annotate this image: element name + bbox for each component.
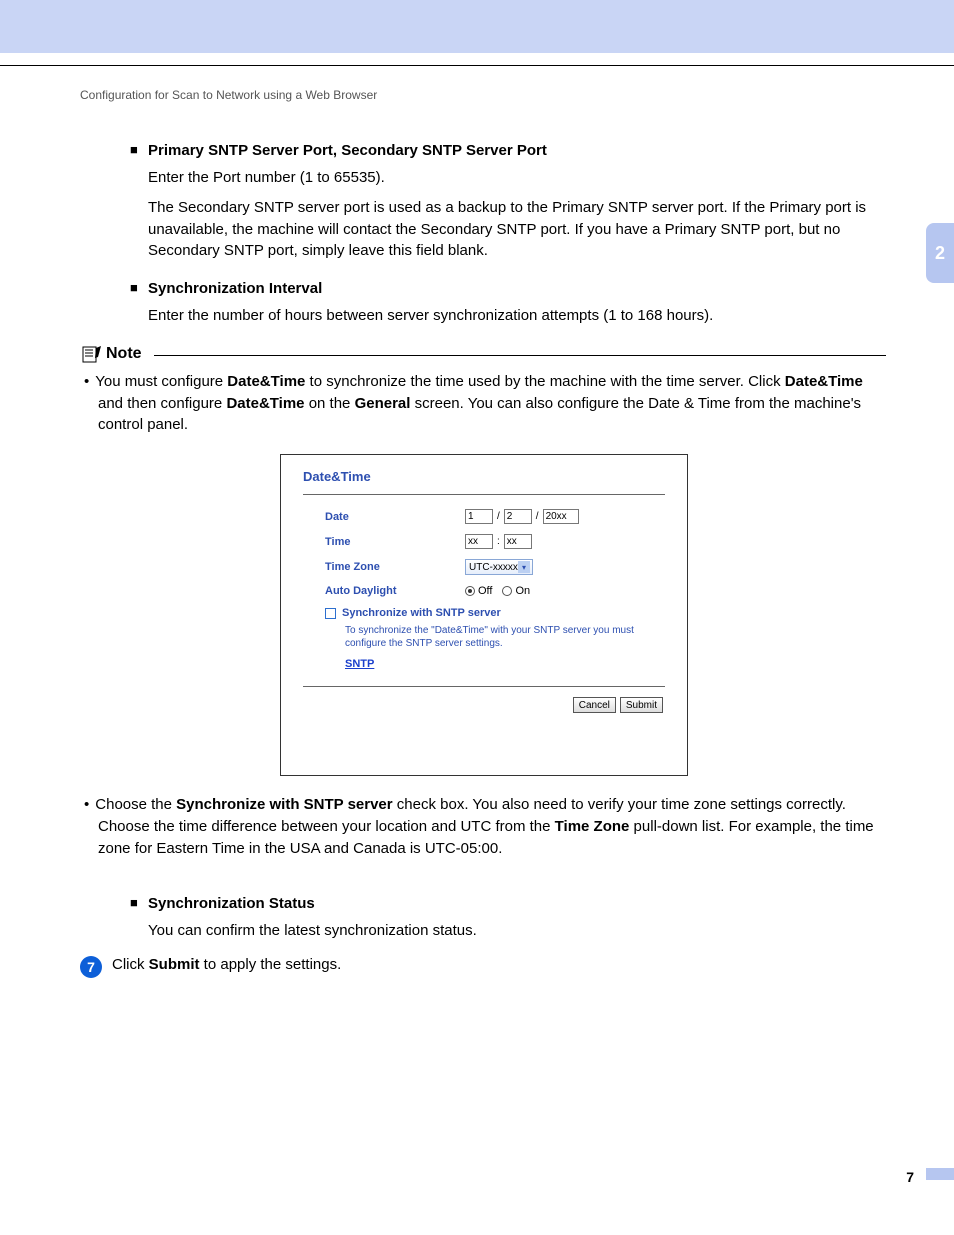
sync-status-desc: You can confirm the latest synchronizati…: [148, 920, 886, 942]
top-banner: [0, 0, 954, 53]
square-bullet-icon: ■: [130, 895, 138, 910]
daylight-on-radio[interactable]: [502, 586, 512, 596]
daylight-label: Auto Daylight: [325, 585, 465, 597]
sntp-link[interactable]: SNTP: [345, 658, 374, 670]
cancel-button[interactable]: Cancel: [573, 697, 616, 713]
port-desc-1: Enter the Port number (1 to 65535).: [148, 167, 886, 189]
time-sep: :: [497, 536, 500, 547]
section-title-sync-interval: ■ Synchronization Interval: [130, 280, 886, 297]
sync-subtext: To synchronize the "Date&Time" with your…: [303, 624, 665, 650]
timezone-value: UTC-xxxxx: [469, 562, 518, 573]
sync-interval-desc: Enter the number of hours between server…: [148, 305, 886, 327]
chevron-down-icon: ▾: [518, 561, 530, 573]
breadcrumb: Configuration for Scan to Network using …: [80, 88, 886, 102]
sync-sntp-label: Synchronize with SNTP server: [342, 607, 501, 619]
date-year-input[interactable]: [543, 509, 579, 524]
time-min-input[interactable]: [504, 534, 532, 549]
square-bullet-icon: ■: [130, 142, 138, 157]
date-sep: /: [497, 511, 500, 522]
section-title-sync-status: ■ Synchronization Status: [130, 895, 886, 912]
date-day-input[interactable]: [465, 509, 493, 524]
date-label: Date: [325, 511, 465, 523]
note-body: •You must configure Date&Time to synchro…: [80, 371, 886, 436]
sync-sntp-checkbox[interactable]: [325, 608, 336, 619]
note-label: Note: [106, 345, 142, 363]
after-panel-note: •Choose the Synchronize with SNTP server…: [98, 794, 886, 859]
daylight-off-radio[interactable]: [465, 586, 475, 596]
timezone-label: Time Zone: [325, 561, 465, 573]
date-month-input[interactable]: [504, 509, 532, 524]
panel-title: Date&Time: [303, 469, 665, 484]
timezone-select[interactable]: UTC-xxxxx ▾: [465, 559, 533, 575]
page-number-tab: [926, 1168, 954, 1180]
time-label: Time: [325, 536, 465, 548]
square-bullet-icon: ■: [130, 280, 138, 295]
panel-rule: [303, 494, 665, 495]
date-sep: /: [536, 511, 539, 522]
daylight-on-text: On: [515, 585, 530, 597]
page-number: 7: [906, 1169, 914, 1185]
note-rule: [154, 355, 886, 356]
submit-button[interactable]: Submit: [620, 697, 663, 713]
datetime-panel: Date&Time Date / / Time : Time Zone UTC-…: [280, 454, 688, 776]
header-rule: [0, 65, 954, 66]
step-number-badge: 7: [80, 956, 102, 978]
chapter-tab: 2: [926, 223, 954, 283]
step-7-text: Click Submit to apply the settings.: [112, 956, 341, 973]
time-hour-input[interactable]: [465, 534, 493, 549]
section-title-port: ■ Primary SNTP Server Port, Secondary SN…: [130, 142, 886, 159]
port-desc-2: The Secondary SNTP server port is used a…: [148, 197, 886, 262]
daylight-off-text: Off: [478, 585, 492, 597]
note-icon: [82, 345, 102, 363]
panel-rule-2: [303, 686, 665, 687]
